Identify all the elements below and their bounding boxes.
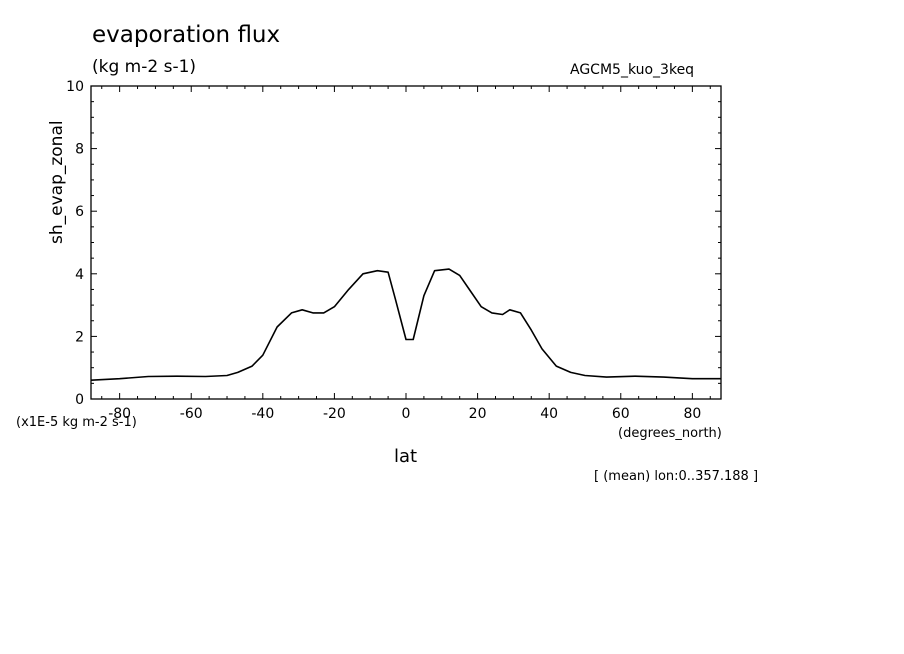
series-line <box>90 268 721 381</box>
axes <box>90 85 722 400</box>
y-tick-label: 10 <box>66 79 84 95</box>
series-layer <box>90 268 721 381</box>
y-tick-label: 8 <box>75 142 84 158</box>
y-scale-note: (x1E-5 kg m-2 s-1) <box>16 415 137 430</box>
chart-units: (kg m-2 s-1) <box>92 57 197 77</box>
x-tick-label: 20 <box>469 406 487 422</box>
ticks: 0 2 4 6 8 10 -80 -60 -40 -20 0 20 40 60 80 <box>66 79 721 422</box>
x-tick-label: 60 <box>612 406 630 422</box>
x-tick-label: -60 <box>180 406 203 422</box>
x-tick-label: -40 <box>251 406 274 422</box>
x-tick-label: -80 <box>108 406 131 422</box>
chart-title: evaporation flux <box>92 22 281 48</box>
y-tick-label: 0 <box>75 392 84 408</box>
x-tick-label: 80 <box>683 406 701 422</box>
x-tick-label: 40 <box>540 406 558 422</box>
experiment-label: AGCM5_kuo_3keq <box>570 62 695 78</box>
y-tick-label: 2 <box>75 329 84 345</box>
x-tick-label: 0 <box>402 406 411 422</box>
plot-frame <box>90 85 722 400</box>
y-tick-label: 6 <box>75 204 84 220</box>
y-tick-label: 4 <box>75 267 84 283</box>
y-axis-label: sh_evap_zonal <box>47 120 67 244</box>
averaging-note: [ (mean) lon:0..357.188 ] <box>594 469 759 484</box>
x-axis-units: (degrees_north) <box>618 426 722 441</box>
x-axis-label: lat <box>394 446 418 467</box>
x-tick-label: -20 <box>323 406 346 422</box>
